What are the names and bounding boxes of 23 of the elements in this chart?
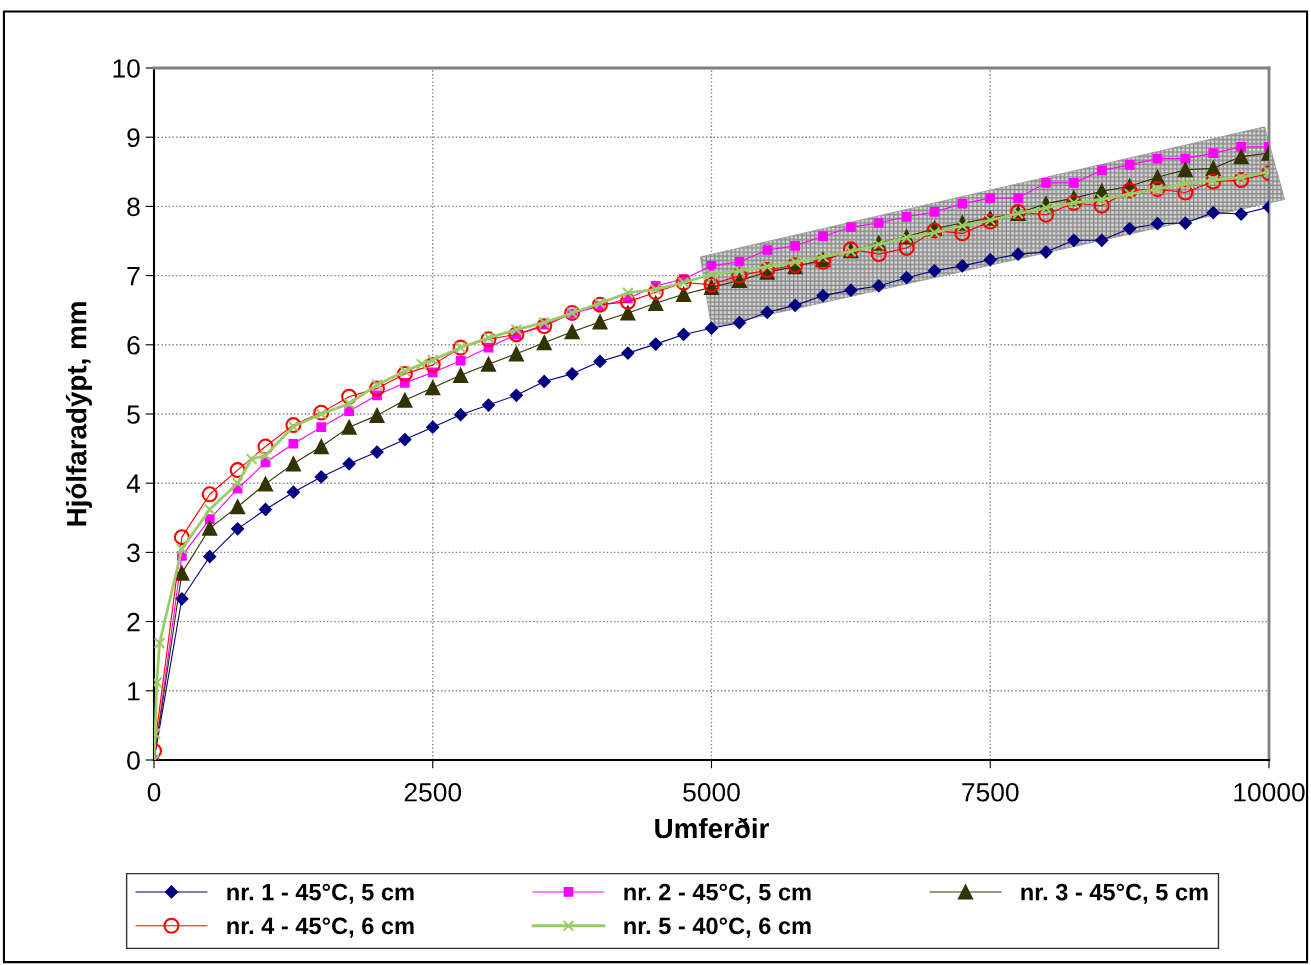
x-tick-label: 7500 (962, 782, 1019, 802)
legend-label: nr. 2 - 45°C, 5 cm (624, 883, 811, 904)
x-tick-label: 5000 (683, 782, 740, 802)
x-tick-label: 10000 (1234, 782, 1305, 802)
y-tick-label: 9 (127, 128, 140, 148)
y-tick-label: 5 (127, 405, 140, 424)
legend-label: nr. 5 - 40°C, 6 cm (624, 917, 811, 938)
y-tick-label: 3 (127, 543, 140, 563)
x-tick-label: 2500 (404, 782, 462, 802)
y-tick-label: 4 (126, 474, 141, 493)
y-axis-title: Hjólfaradýpt, mm (65, 302, 93, 526)
y-tick-label: 7 (127, 267, 140, 286)
legend-label: nr. 1 - 45°C, 5 cm (227, 883, 414, 904)
y-tick-label: 2 (127, 612, 140, 632)
x-tick-label: 0 (147, 782, 161, 802)
legend-label: nr. 3 - 45°C, 5 cm (1021, 883, 1208, 904)
y-tick-label: 6 (127, 335, 140, 355)
y-tick-label: 8 (127, 197, 140, 217)
y-tick-label: 10 (113, 59, 140, 78)
y-tick-label: 0 (127, 751, 140, 770)
y-tick-label: 1 (128, 682, 140, 701)
x-axis-title: Umferðir (655, 817, 769, 839)
legend-label: nr. 4 - 45°C, 6 cm (227, 917, 414, 938)
